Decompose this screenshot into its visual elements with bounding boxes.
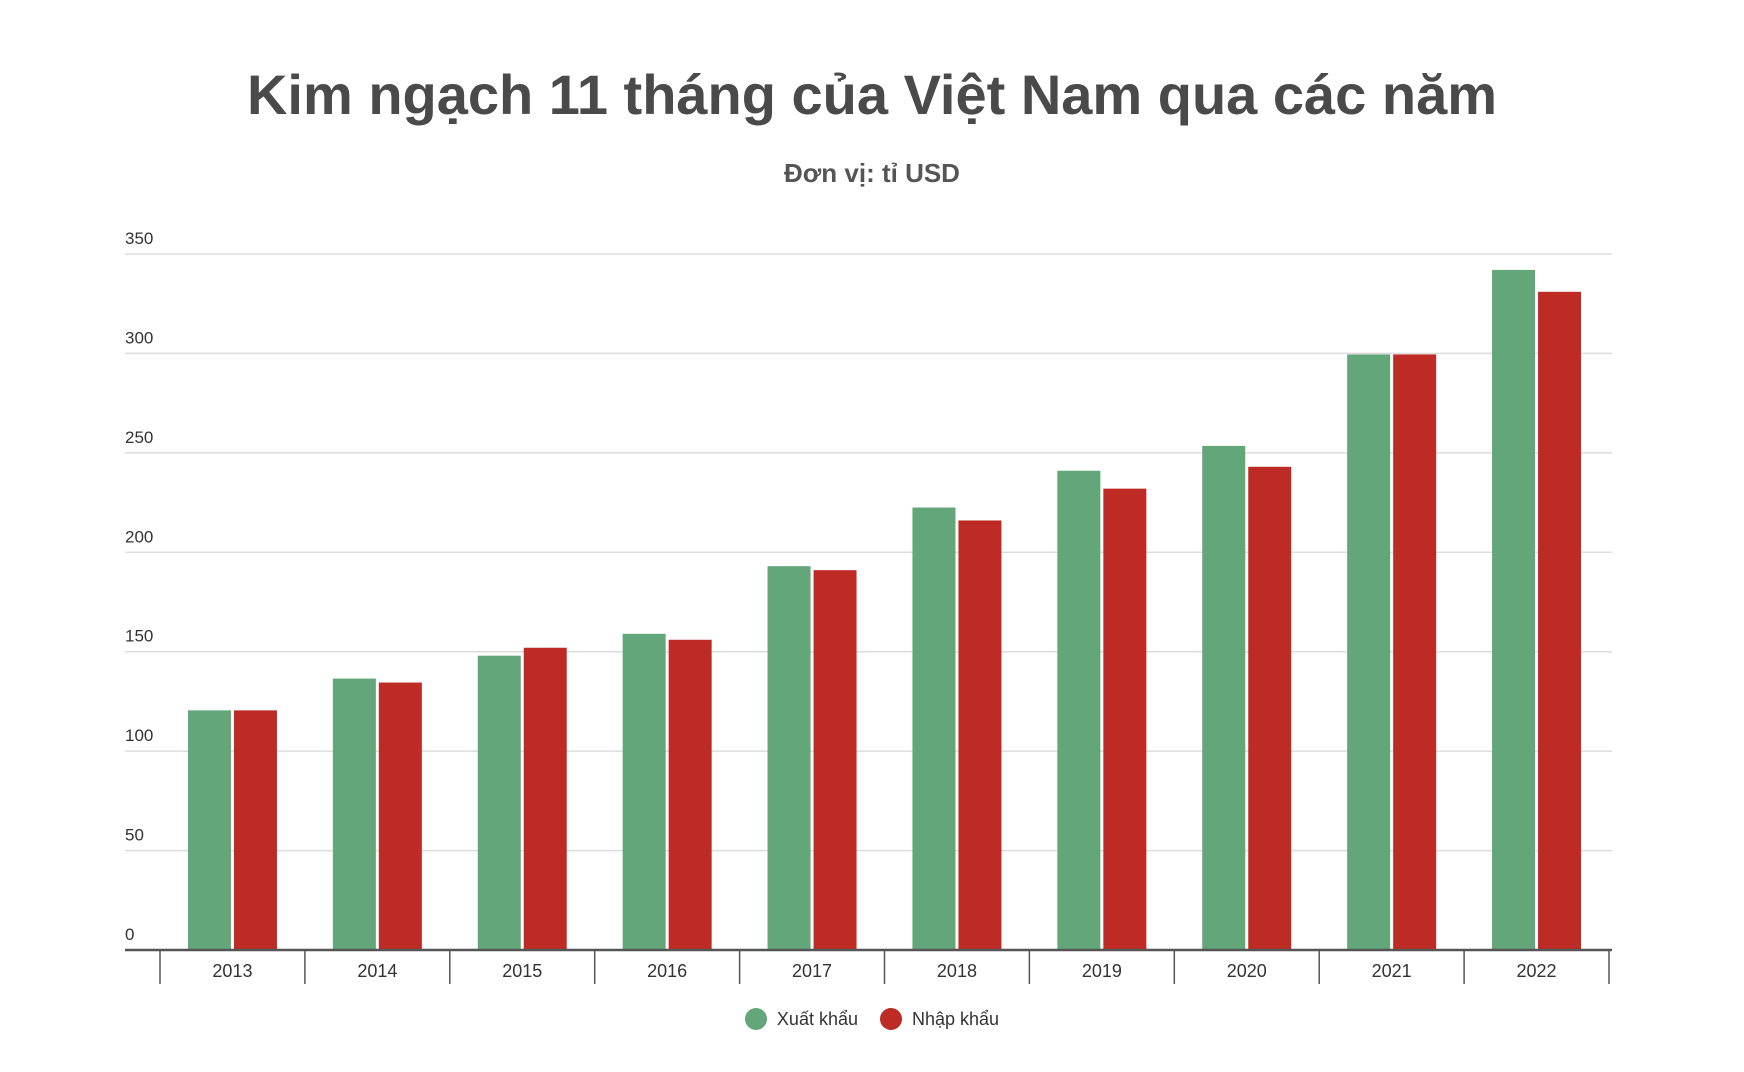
- y-tick-label: 100: [125, 726, 153, 745]
- x-tick-label: 2014: [357, 961, 397, 981]
- x-tick-label: 2022: [1517, 961, 1557, 981]
- x-tick-label: 2021: [1372, 961, 1412, 981]
- bar-import-2013: [233, 710, 277, 950]
- bar-export-2015: [477, 655, 521, 950]
- x-tick-label: 2015: [502, 961, 542, 981]
- x-tick-label: 2020: [1227, 961, 1267, 981]
- y-tick-label: 350: [125, 229, 153, 248]
- bar-import-2018: [958, 520, 1002, 950]
- bar-import-2020: [1248, 466, 1292, 950]
- y-tick-label: 250: [125, 428, 153, 447]
- bar-export-2021: [1347, 354, 1391, 950]
- legend-label: Xuất khẩu: [776, 1008, 858, 1029]
- y-tick-label: 0: [125, 925, 134, 944]
- bar-import-2015: [523, 647, 567, 950]
- bar-import-2016: [668, 639, 712, 950]
- legend-swatch: [744, 1008, 767, 1030]
- bar-export-2013: [187, 710, 231, 950]
- legend-label: Nhập khẩu: [911, 1008, 1000, 1029]
- x-tick-label: 2017: [792, 961, 832, 981]
- bar-export-2018: [912, 507, 956, 950]
- bar-export-2014: [332, 678, 376, 950]
- y-tick-label: 200: [125, 527, 153, 546]
- y-tick-label: 150: [125, 627, 153, 646]
- legend-item-import: Nhập khẩu: [879, 1008, 1000, 1030]
- bar-import-2019: [1103, 488, 1147, 950]
- bar-export-2016: [622, 633, 666, 950]
- x-tick-label: 2016: [647, 961, 687, 981]
- bar-import-2022: [1538, 291, 1582, 951]
- chart-subtitle: Đơn vị: tỉ USD: [784, 158, 960, 188]
- y-tick-label: 50: [125, 826, 144, 845]
- chart-legend: Xuất khẩu Nhập khẩu: [0, 1008, 1744, 1030]
- x-tick-label: 2019: [1082, 961, 1122, 981]
- bar-export-2019: [1057, 470, 1101, 950]
- bar-import-2017: [813, 570, 857, 950]
- bar-export-2022: [1492, 269, 1536, 950]
- y-tick-label: 300: [125, 328, 153, 347]
- bar-export-2020: [1202, 445, 1246, 950]
- chart-title: Kim ngạch 11 tháng của Việt Nam qua các …: [246, 63, 1498, 126]
- x-tick-label: 2013: [212, 961, 252, 981]
- bar-chart-plot: 0 50 100 150 200 250 300 350 2013 2014 2015 2016 201…: [125, 229, 1612, 984]
- x-tick-label: 2018: [937, 961, 977, 981]
- legend-swatch: [879, 1008, 902, 1030]
- bar-import-2014: [378, 682, 422, 950]
- bar-export-2017: [767, 566, 811, 950]
- bar-import-2021: [1393, 354, 1437, 950]
- legend-item-export: Xuất khẩu: [744, 1008, 858, 1030]
